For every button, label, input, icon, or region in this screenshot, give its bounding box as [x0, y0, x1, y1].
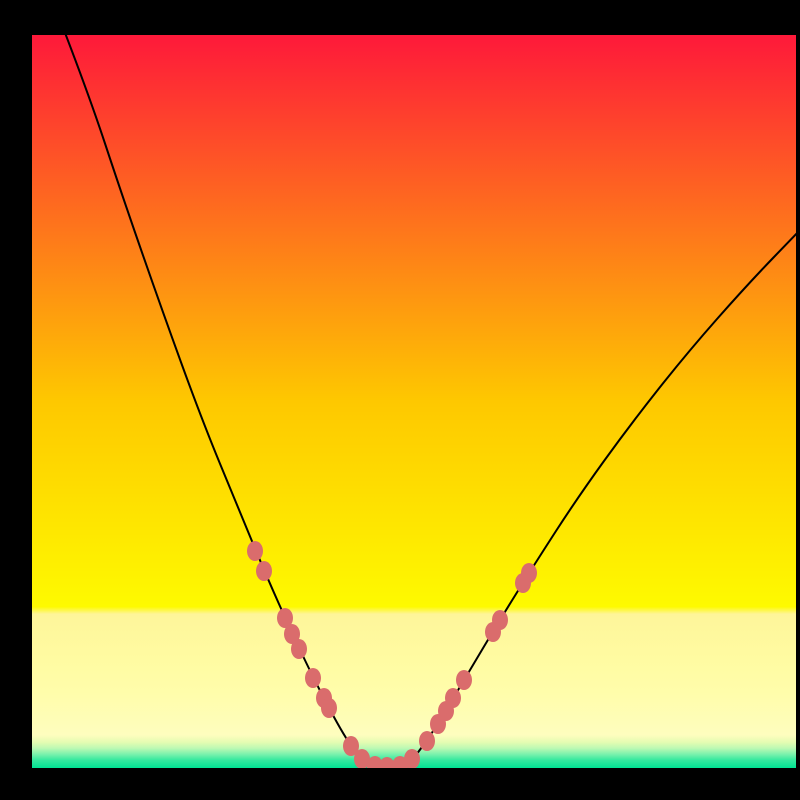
- data-dot: [419, 731, 435, 751]
- data-dot: [492, 610, 508, 630]
- frame-bottom: [0, 768, 800, 800]
- frame-top: [0, 0, 800, 35]
- data-dot: [256, 561, 272, 581]
- data-dot: [321, 698, 337, 718]
- frame-right: [796, 0, 800, 800]
- data-dot: [521, 563, 537, 583]
- gradient-background: [32, 35, 796, 768]
- data-dot: [445, 688, 461, 708]
- frame-left: [0, 0, 32, 800]
- plot-area: [32, 35, 796, 768]
- data-dot: [305, 668, 321, 688]
- data-dot: [247, 541, 263, 561]
- data-dot: [291, 639, 307, 659]
- data-dot: [456, 670, 472, 690]
- chart-svg: [32, 35, 796, 768]
